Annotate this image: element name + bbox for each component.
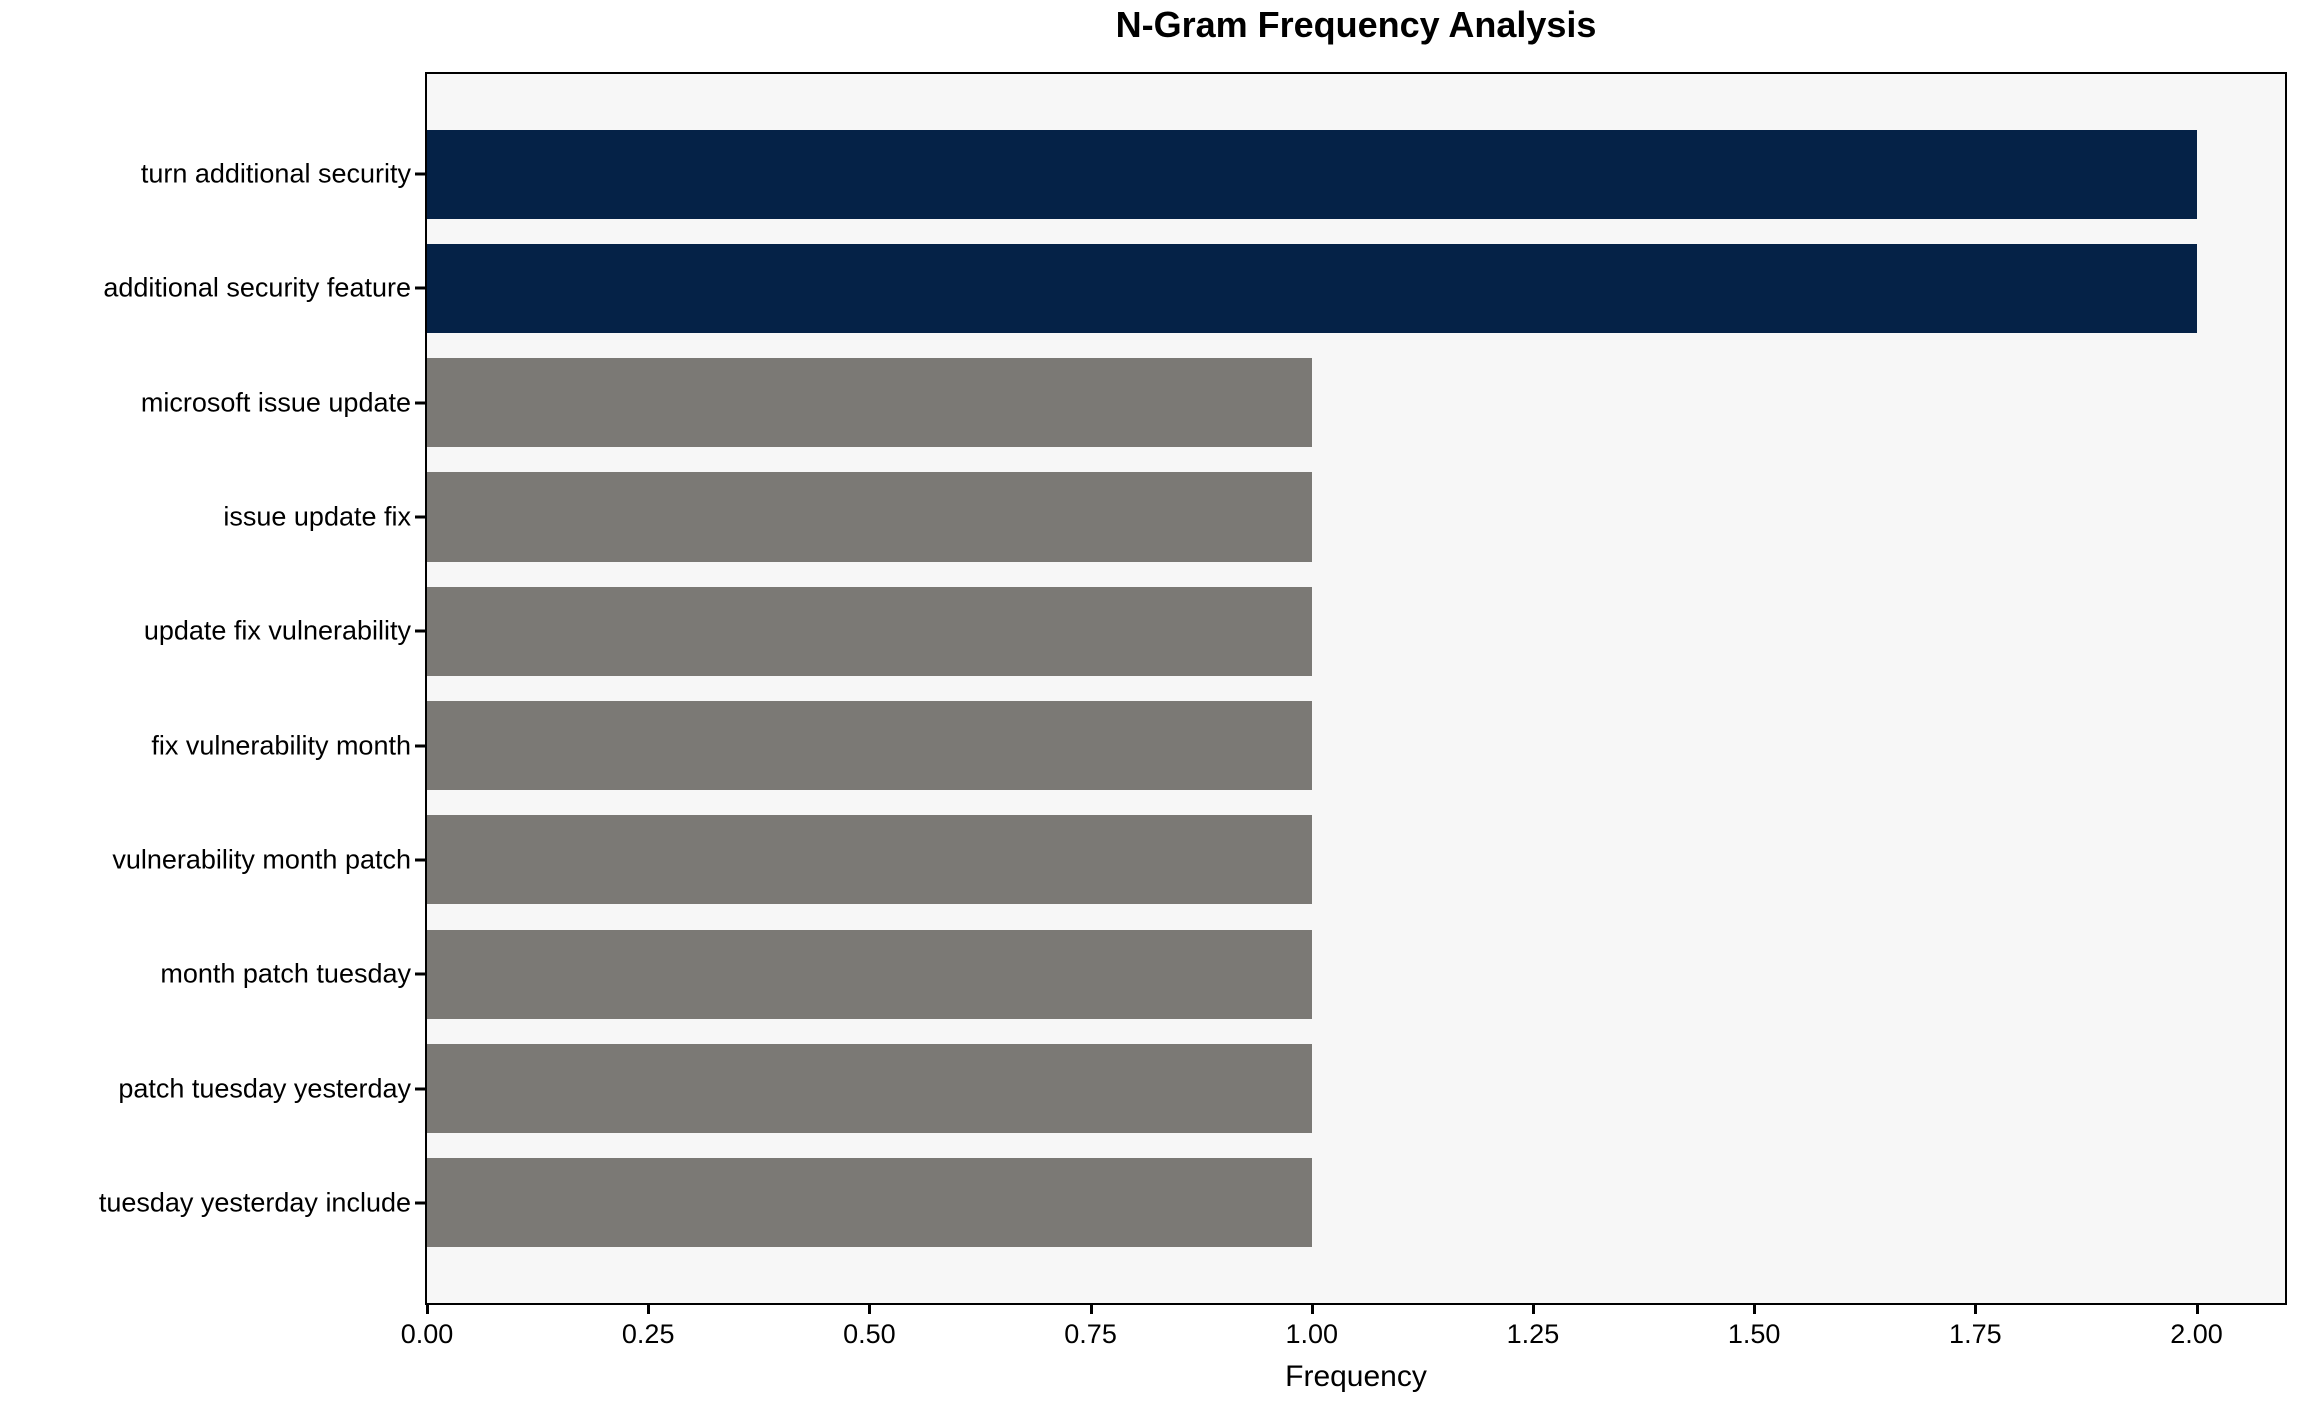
x-tick-mark	[1310, 1303, 1314, 1314]
bar	[427, 243, 2197, 333]
y-tick-mark	[415, 401, 425, 405]
y-tick-mark	[415, 744, 425, 748]
x-tick-label: 0.25	[621, 1319, 675, 1349]
y-tick-label: tuesday yesterday include	[98, 1187, 411, 1218]
y-tick-mark	[415, 286, 425, 290]
bar-row: vulnerability month patch	[112, 803, 2285, 917]
x-tick-label: 0.00	[400, 1319, 454, 1349]
bar-row: tuesday yesterday include	[99, 1146, 2285, 1260]
bar-row: update fix vulnerability	[144, 574, 2285, 688]
bar-row: issue update fix	[223, 460, 2285, 574]
bar-row: fix vulnerability month	[151, 688, 2285, 802]
bar	[427, 129, 2197, 219]
x-tick-label: 1.00	[1285, 1319, 1339, 1349]
y-tick-label: turn additional security	[140, 158, 411, 189]
x-tick-label: 2.00	[2170, 1319, 2223, 1349]
bar	[427, 358, 1312, 448]
bar-row: patch tuesday yesterday	[118, 1031, 2285, 1145]
bar	[427, 1043, 1312, 1134]
y-tick-label: patch tuesday yesterday	[118, 1073, 411, 1104]
y-tick-mark	[415, 172, 425, 176]
bar-row: month patch tuesday	[160, 917, 2285, 1031]
bar	[427, 815, 1312, 905]
bar	[427, 701, 1312, 791]
bar	[427, 929, 1312, 1019]
bar	[427, 1158, 1312, 1248]
bar	[427, 472, 1312, 562]
y-tick-label: fix vulnerability month	[151, 730, 411, 761]
plot-area: turn additional security additional secur…	[99, 72, 2287, 1349]
y-tick-mark	[415, 629, 425, 633]
x-tick-mark	[1089, 1303, 1093, 1314]
x-tick-label: 0.50	[843, 1319, 896, 1349]
x-tick-mark	[1974, 1303, 1978, 1314]
y-tick-mark	[415, 515, 425, 519]
x-tick-label: 1.25	[1506, 1319, 1560, 1349]
y-tick-mark	[415, 858, 425, 862]
y-tick-label: update fix vulnerability	[143, 615, 411, 646]
x-tick-mark	[1753, 1303, 1757, 1314]
y-tick-mark	[415, 1087, 425, 1091]
y-tick-label: additional security feature	[103, 272, 411, 303]
chart-title: N-Gram Frequency Analysis	[1115, 4, 1597, 45]
y-tick-label: month patch tuesday	[160, 958, 411, 989]
x-tick-mark	[647, 1303, 651, 1314]
y-tick-label: vulnerability month patch	[112, 844, 411, 875]
x-tick-mark	[868, 1303, 872, 1314]
y-tick-mark	[415, 1201, 425, 1205]
x-tick-label: 1.50	[1727, 1319, 1781, 1349]
y-tick-label: issue update fix	[223, 501, 411, 532]
x-tick-mark	[2195, 1303, 2199, 1314]
x-tick-label: 0.75	[1064, 1319, 1117, 1349]
x-tick-mark	[426, 1303, 429, 1314]
bar-row: microsoft issue update	[141, 346, 2285, 460]
y-tick-label: microsoft issue update	[140, 387, 411, 418]
x-tick-label: 1.75	[1949, 1319, 2002, 1349]
bars-container: turn additional security additional secur…	[99, 117, 2285, 1260]
bar-row: additional security feature	[103, 231, 2285, 345]
x-axis-label: Frequency	[1285, 1360, 1427, 1393]
x-tick-mark	[1531, 1303, 1535, 1314]
bar-row: turn additional security	[141, 117, 2285, 231]
y-tick-mark	[415, 972, 425, 976]
bar	[427, 586, 1312, 676]
